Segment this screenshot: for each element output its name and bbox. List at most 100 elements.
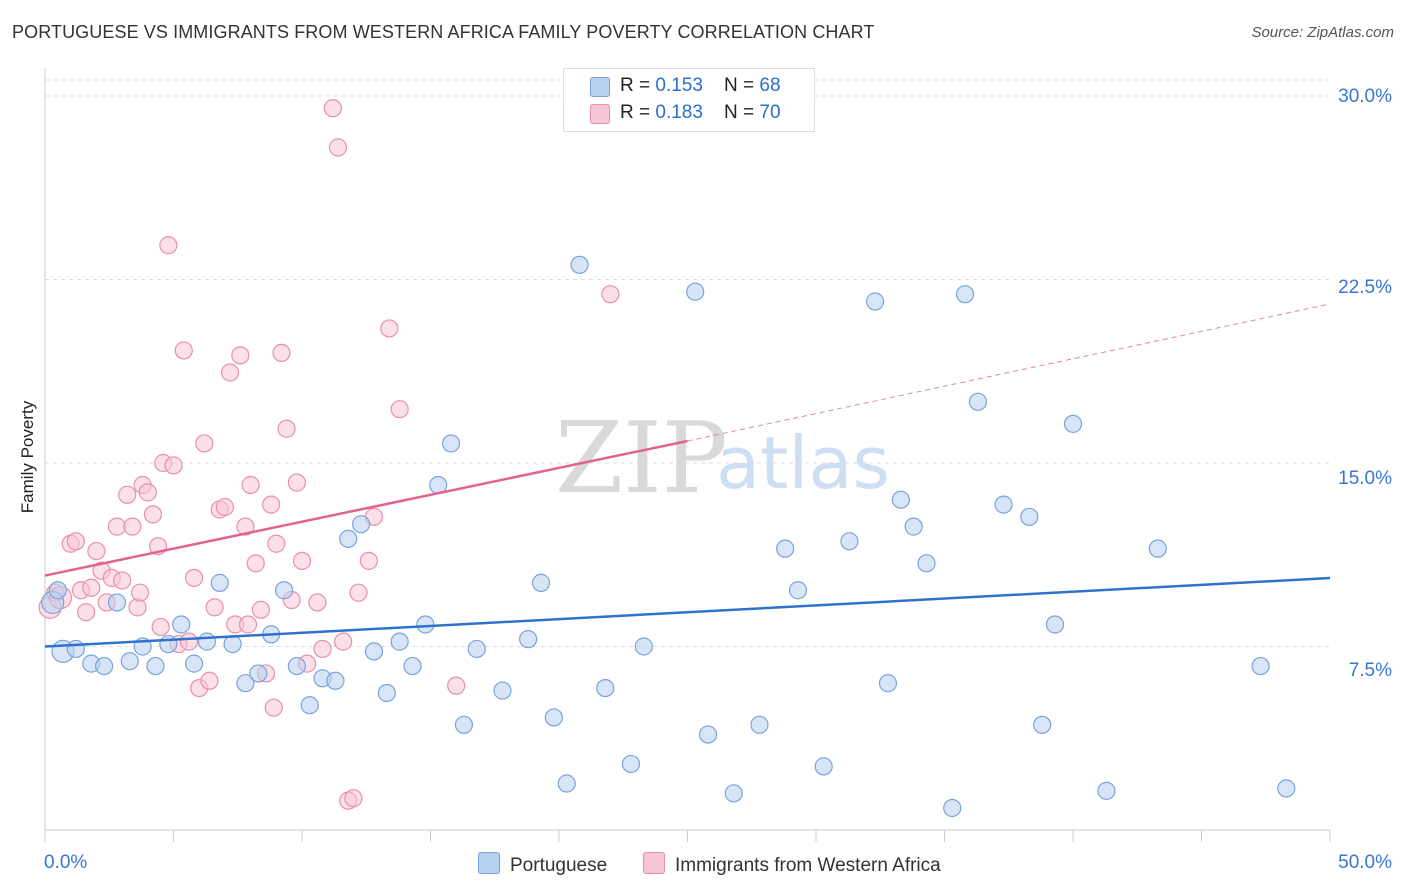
data-point — [220, 363, 240, 382]
legend-r-value: 0.183 — [655, 102, 703, 123]
data-point — [66, 639, 85, 659]
watermark: ZIP atlas — [555, 402, 890, 516]
data-point — [1277, 779, 1296, 798]
data-point — [197, 632, 217, 651]
data-point — [146, 656, 165, 676]
data-point — [215, 497, 234, 517]
data-point — [48, 581, 67, 600]
data-point — [447, 676, 466, 695]
data-point — [519, 630, 538, 649]
y-tick-label: 22.5% — [1338, 277, 1392, 298]
data-point — [968, 392, 988, 411]
data-point — [1251, 656, 1270, 676]
data-point — [95, 656, 114, 676]
data-point — [300, 696, 319, 715]
data-point — [77, 603, 96, 622]
data-point — [377, 683, 396, 703]
data-point — [776, 539, 795, 558]
data-point — [120, 652, 139, 671]
data-point — [272, 343, 291, 362]
bottom-legend-portuguese: Portuguese — [478, 852, 607, 877]
y-tick-label: 7.5% — [1348, 660, 1392, 681]
data-point — [130, 583, 150, 602]
data-point — [380, 319, 399, 338]
data-point — [112, 571, 132, 590]
data-point — [200, 671, 219, 690]
legend-n-label: N = — [724, 102, 760, 123]
data-point — [143, 505, 163, 524]
data-point — [172, 615, 191, 634]
data-point — [107, 593, 127, 612]
y-tick-label: 15.0% — [1338, 468, 1392, 489]
legend-n-value: 68 — [759, 75, 781, 96]
trend-lines — [44, 303, 1331, 648]
data-point — [326, 671, 345, 690]
bottom-legend-immigrants: Immigrants from Western Africa — [643, 852, 941, 877]
correlation-legend: R = 0.153 N = 68 R = 0.183 N = 70 — [563, 68, 815, 132]
data-point — [1020, 507, 1039, 526]
data-point — [544, 708, 563, 727]
data-point — [267, 534, 286, 553]
data-point — [107, 517, 127, 536]
data-point — [210, 573, 229, 592]
data-point — [274, 581, 294, 600]
data-point — [814, 757, 833, 776]
data-point — [390, 632, 409, 651]
data-point — [164, 456, 183, 475]
data-point — [184, 568, 204, 588]
data-point — [236, 517, 255, 536]
data-point — [82, 578, 101, 597]
data-point — [277, 419, 296, 438]
data-point — [1063, 414, 1083, 433]
data-point — [493, 681, 512, 700]
data-point — [223, 634, 242, 654]
data-point — [151, 617, 170, 637]
data-point — [1148, 539, 1167, 558]
data-point — [323, 99, 342, 118]
data-point — [195, 434, 214, 453]
data-point — [179, 632, 199, 651]
data-point — [634, 637, 653, 656]
data-point — [416, 615, 435, 634]
data-point — [184, 654, 204, 673]
immigrants-trend-line — [44, 439, 688, 577]
pink-swatch — [590, 104, 610, 124]
chart-title: PORTUGUESE VS IMMIGRANTS FROM WESTERN AF… — [12, 22, 875, 42]
data-point — [698, 725, 718, 744]
legend-label: Immigrants from Western Africa — [675, 855, 941, 876]
data-point — [251, 600, 270, 619]
watermark-atlas: atlas — [716, 421, 890, 505]
data-point — [390, 400, 409, 419]
data-point — [308, 593, 327, 612]
data-point — [334, 632, 353, 651]
data-point — [262, 495, 281, 514]
data-point — [328, 138, 348, 157]
data-point — [364, 642, 384, 661]
data-point — [264, 698, 283, 717]
blue-swatch — [590, 77, 610, 97]
data-point — [352, 515, 371, 534]
data-point — [891, 490, 910, 509]
data-point — [159, 634, 178, 654]
data-point — [403, 656, 422, 676]
data-point — [339, 529, 358, 548]
data-point — [467, 639, 486, 659]
watermark-zip: ZIP — [555, 402, 728, 516]
axes — [44, 68, 1331, 842]
data-point — [246, 554, 265, 573]
data-point — [441, 434, 461, 453]
data-point — [128, 598, 147, 617]
data-point — [917, 554, 936, 573]
portuguese-trend-line — [44, 576, 1331, 648]
data-point — [1033, 715, 1052, 734]
data-point — [349, 583, 368, 602]
data-point — [287, 656, 306, 676]
data-point — [238, 615, 258, 634]
data-point — [570, 255, 589, 274]
x-tick-label-max: 50.0% — [1338, 852, 1392, 873]
data-point — [531, 573, 551, 592]
data-point — [359, 551, 378, 570]
legend-n-label: N = — [724, 75, 760, 96]
data-point — [205, 598, 224, 617]
data-point — [596, 678, 615, 698]
